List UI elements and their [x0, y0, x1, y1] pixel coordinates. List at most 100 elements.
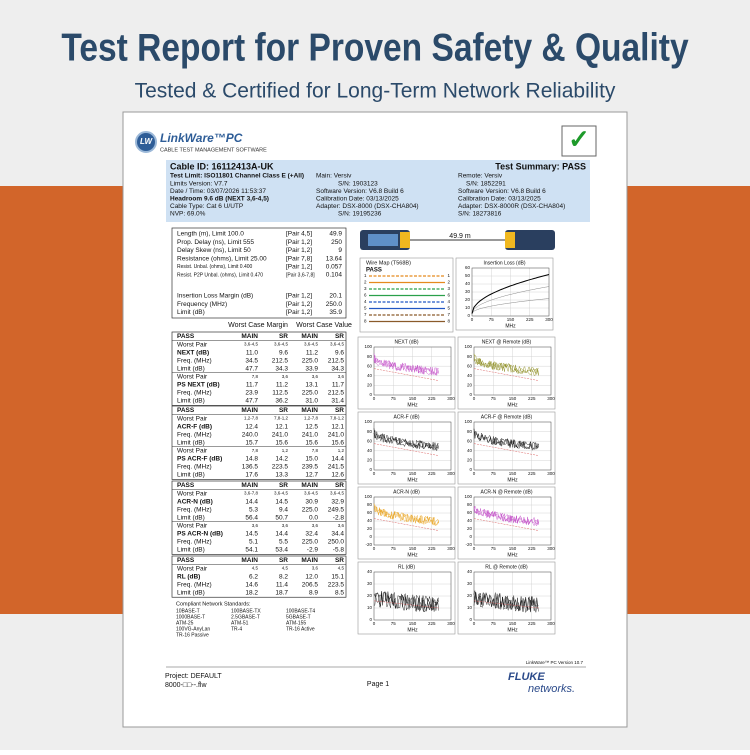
cell: 225.0	[302, 390, 319, 397]
cell: 5.3	[249, 506, 258, 513]
cell: 13.3	[275, 472, 288, 479]
graph-y-tick: -20	[465, 542, 472, 547]
graph-frame	[373, 571, 452, 621]
graph-y-tick: 0	[369, 534, 372, 539]
cell: 7,8	[252, 448, 259, 453]
cell: 15.7	[245, 439, 258, 446]
graph-x-tick: 150	[507, 317, 515, 322]
cell: -2.9	[307, 547, 319, 554]
graph-y-tick: 20	[467, 383, 473, 388]
row-label: Freq. (MHz)	[177, 431, 212, 438]
graph-limit	[473, 600, 539, 609]
row-label: Freq. (MHz)	[177, 390, 212, 397]
graph-x-tick: 225	[528, 396, 536, 401]
graph-x-tick: 225	[428, 471, 436, 476]
cell: 3,6-4,5	[304, 342, 319, 347]
standard: 100VG-AnyLan	[176, 626, 210, 632]
graph-x-tick: 75	[491, 546, 497, 551]
info-remote: S/N: 1852291	[466, 180, 506, 187]
standard: TR-16 Active	[286, 626, 315, 632]
graph-x-tick: 225	[526, 317, 534, 322]
graph-trace	[373, 355, 439, 376]
graph-trace	[373, 592, 439, 612]
graph-y-tick: 30	[465, 289, 471, 294]
info-remote: Software Version: V6.8 Build 6	[458, 188, 546, 195]
cell: MAIN	[301, 482, 318, 489]
pin-right: 7	[447, 312, 450, 317]
info-main: S/N: 19195236	[338, 211, 382, 218]
summary-value: 0.057	[326, 264, 343, 271]
logo-badge-text: LW	[140, 137, 153, 146]
graph-x-tick: 300	[547, 471, 555, 476]
summary-label: Resist. P2P Unbal. (ohms), Limit 0.470	[177, 272, 263, 278]
cell: 241.0	[272, 431, 289, 438]
cell: 32.4	[305, 531, 318, 538]
cell: 4,5	[282, 566, 289, 571]
cell: 18.7	[275, 589, 288, 596]
logo-tagline: CABLE TEST MANAGEMENT SOFTWARE	[160, 147, 267, 153]
row-label: Freq. (MHz)	[177, 539, 212, 546]
graph-x-tick: 75	[489, 317, 495, 322]
graph-trace	[373, 509, 439, 526]
graph-y-tick: 10	[465, 305, 471, 310]
cell: 47.7	[245, 398, 258, 405]
graph-limit	[373, 368, 439, 381]
graph-x-tick: 300	[547, 546, 555, 551]
pin-left: 8	[364, 319, 367, 324]
graph-x-tick: 225	[528, 471, 536, 476]
graph-limit	[373, 443, 439, 456]
test-summary: Test Summary: PASS	[495, 161, 586, 171]
graph-y-tick: 50	[465, 273, 471, 278]
cell: 7,8	[312, 448, 319, 453]
graph-x-tick: 75	[391, 396, 397, 401]
cable-length: 49.9 m	[449, 233, 471, 240]
graph-x-tick: 150	[409, 396, 417, 401]
graph-x-tick: 0	[373, 621, 376, 626]
graph-x-tick: 225	[428, 621, 436, 626]
cell: 17.6	[245, 472, 258, 479]
cell: 14.6	[245, 581, 258, 588]
graph-y-tick: 40	[467, 448, 473, 453]
cell: 3,6	[282, 374, 289, 379]
graph-y-tick: 100	[364, 494, 372, 499]
cell: SR	[279, 557, 288, 564]
tester-remote	[505, 230, 555, 250]
row-label: Limit (dB)	[177, 514, 205, 521]
row-label: Freq. (MHz)	[177, 581, 212, 588]
row-label: Freq. (MHz)	[177, 357, 212, 364]
graph-y-tick: 40	[465, 281, 471, 286]
graph-x-tick: 300	[447, 396, 455, 401]
tester-remote-end	[505, 232, 515, 248]
cell: 56.4	[245, 514, 258, 521]
pin-right: 6	[447, 293, 450, 298]
pin-left: 3	[364, 286, 367, 291]
graph-x-tick: 0	[473, 546, 476, 551]
summary-pair: [Pair 1,2]	[286, 301, 312, 308]
info-main: S/N: 1903123	[338, 180, 378, 187]
graph-title: ACR-N (dB)	[393, 489, 420, 495]
check-mark: ✓	[568, 124, 590, 154]
pin-left: 5	[364, 306, 367, 311]
page-title: Test Report for Proven Safety & Quality	[61, 25, 689, 69]
graph-y-tick: 80	[367, 429, 373, 434]
row-label: Limit (dB)	[177, 365, 205, 372]
cell: 0.0	[309, 514, 318, 521]
cell: 239.5	[302, 464, 319, 471]
graph-y-tick: 40	[467, 569, 473, 574]
summary-value: 250.0	[326, 301, 343, 308]
pin-left: 4	[364, 299, 367, 304]
graph-title: RL @ Remote (dB)	[485, 564, 528, 570]
cell: 11.0	[246, 349, 259, 356]
cell: 14.2	[275, 456, 288, 463]
logo-badge	[135, 131, 157, 153]
check-box	[561, 125, 597, 157]
cell: 11.2	[276, 382, 289, 389]
row-label: Worst Pair	[177, 490, 208, 497]
row-label: PS ACR-N (dB)	[177, 531, 223, 538]
graph-y-tick: 20	[467, 458, 473, 463]
cell: 7,8-1,2	[330, 416, 345, 421]
pin-left: 7	[364, 312, 367, 317]
graph-y-tick: 0	[369, 617, 372, 622]
graph-y-tick: 40	[467, 373, 473, 378]
info-left: Test Limit: ISO11801 Channel Class E (+A…	[170, 173, 304, 180]
